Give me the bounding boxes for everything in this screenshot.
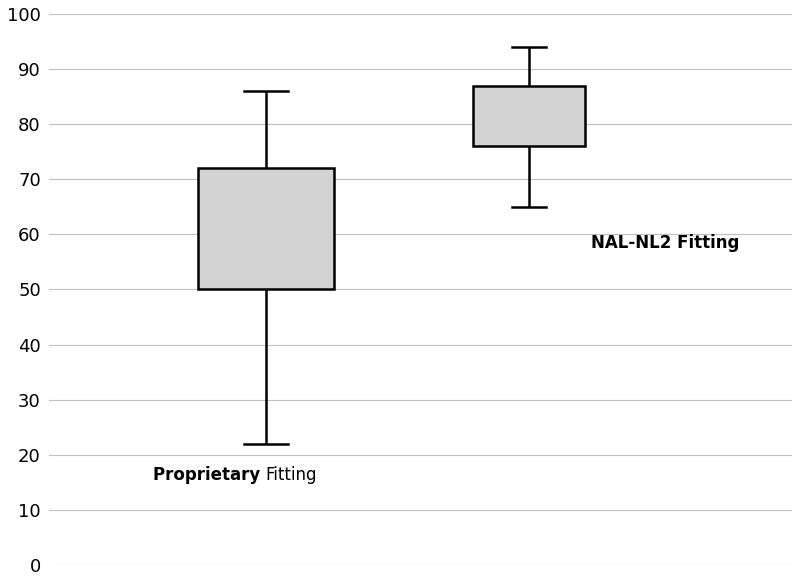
Bar xyxy=(197,168,334,290)
Text: NAL-NL2 Fitting: NAL-NL2 Fitting xyxy=(590,234,739,252)
Bar xyxy=(473,86,585,146)
Text: Proprietary: Proprietary xyxy=(153,466,266,484)
Text: Fitting: Fitting xyxy=(266,466,317,484)
